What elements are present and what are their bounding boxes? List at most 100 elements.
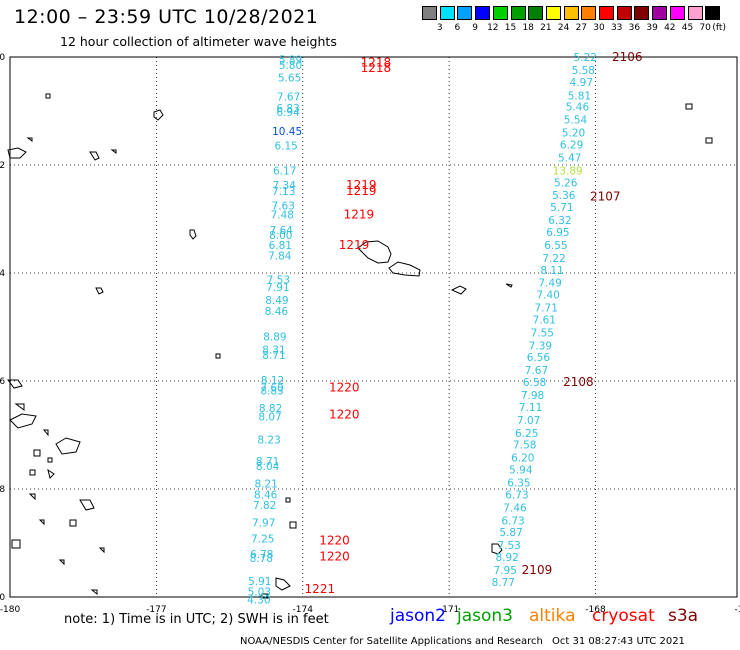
scale-label: 9 (472, 23, 478, 33)
wave-height-reading: 6.32 (548, 215, 571, 227)
wave-height-reading: 7.84 (268, 251, 292, 263)
wave-height-reading: 7.95 (494, 565, 517, 577)
timestamp-text: Oct 31 08:27:43 UTC 2021 (552, 636, 685, 647)
pass-time-label: 2109 (522, 563, 553, 577)
island-small-12 (215, 353, 221, 359)
lat-tick-label: -12 (0, 161, 5, 171)
wave-height-reading: 6.58 (523, 377, 546, 389)
pass-time-label: 1218 (361, 61, 392, 75)
wave-height-reading: 5.71 (550, 202, 573, 214)
wave-height-reading: 6.56 (527, 352, 551, 364)
satellite-altika: altika (529, 606, 576, 626)
scale-swatch (634, 6, 650, 20)
island-fiji-15 (58, 559, 65, 566)
wave-height-reading: 5.46 (566, 102, 590, 114)
island-fiji-10 (11, 539, 21, 549)
wave-height-reading: 8.07 (258, 412, 281, 424)
island-fiji-11 (38, 519, 45, 526)
island-fiji-6 (29, 469, 36, 476)
scale-swatch (652, 6, 668, 20)
wave-height-reading: 6.94 (276, 107, 300, 119)
island-fiji-13 (98, 547, 105, 554)
island-tonga-4 (261, 593, 269, 599)
wave-height-reading: 5.65 (278, 73, 301, 85)
satellite-cryosat: cryosat (592, 606, 655, 626)
footnote: note: 1) Time is in UTC; 2) SWH is in fe… (64, 612, 329, 627)
wave-height-reading: 5.58 (572, 65, 595, 77)
pass-time-label: 1220 (329, 380, 360, 394)
wave-height-reading: 7.67 (277, 91, 300, 103)
island-small-2 (189, 229, 197, 240)
pass-time-label: 1220 (329, 407, 360, 421)
island-fiji-5 (42, 429, 49, 437)
island-niue (491, 543, 503, 555)
wave-height-reading: 8.82 (259, 403, 282, 415)
wave-height-reading: 8.89 (263, 332, 286, 344)
wave-height-reading: 6.20 (511, 453, 534, 465)
island-small-1 (505, 283, 513, 288)
credit-text: NOAA/NESDIS Center for Satellite Applica… (240, 636, 543, 647)
island-fiji-12 (28, 493, 36, 501)
island-small-9 (26, 137, 33, 142)
wave-height-reading: 8.21 (254, 479, 277, 491)
scale-swatch (563, 6, 579, 20)
wave-height-reading: 7.25 (251, 534, 274, 546)
pass-time-label: 1219 (346, 184, 377, 198)
scale-label: 3 (436, 23, 443, 33)
wave-height-reading: 8.46 (254, 489, 278, 501)
scale-label: 21 (540, 23, 552, 33)
island-upolu (388, 261, 421, 277)
wave-height-reading: 6.35 (507, 478, 530, 490)
wave-height-reading: 7.40 (536, 290, 559, 302)
wave-height-reading: 8.11 (540, 265, 563, 277)
wave-height-reading: 7.58 (513, 440, 536, 452)
wave-height-reading: 7.67 (525, 365, 548, 377)
wave-height-reading: 7.91 (266, 282, 289, 294)
wave-height-reading: 7.53 (267, 274, 290, 286)
wave-height-reading: 6.78 (250, 549, 273, 561)
wave-height-reading: 6.73 (505, 489, 528, 501)
scale-label: 36 (628, 23, 641, 33)
lon-tick-label: -168 (585, 605, 606, 615)
wave-height-reading: 8.00 (269, 230, 292, 242)
wave-height-reading: 5.47 (558, 152, 581, 164)
wave-height-reading: 6.15 (274, 141, 297, 153)
scale-swatch (616, 6, 632, 20)
scale-swatch (492, 6, 508, 20)
wave-height-reading: 7.34 (273, 180, 297, 192)
pass-time-label: 1219 (339, 238, 370, 252)
wave-height-reading: 6.25 (515, 428, 538, 440)
wave-height-reading: 5.03 (248, 587, 271, 599)
island-tutuila (450, 285, 467, 295)
wave-height-reading: 7.07 (517, 415, 540, 427)
island-fiji-17 (47, 468, 55, 479)
map-frame (9, 56, 738, 598)
scale-swatch (439, 6, 455, 20)
lat-tick-label: -16 (0, 377, 5, 387)
pass-time-label: 1218 (361, 55, 392, 69)
wave-height-reading: 5.20 (562, 128, 585, 140)
lat-tick-label: -20 (0, 593, 5, 603)
wave-height-reading: 5.81 (568, 90, 591, 102)
wave-height-reading: 13.89 (553, 165, 583, 177)
scale-label: 42 (664, 23, 676, 33)
island-small-4 (95, 287, 104, 295)
wave-height-reading: 8.04 (256, 461, 280, 473)
scale-label: 24 (557, 23, 570, 33)
lon-tick-label: -174 (293, 605, 314, 615)
wave-height-reading: 5.94 (509, 465, 533, 477)
island-savaii (357, 240, 392, 264)
wave-height-reading: 7.60 (260, 382, 283, 394)
scale-unit: (ft) (712, 23, 726, 33)
scale-swatch (545, 6, 561, 20)
wave-height-reading: 7.13 (272, 186, 295, 198)
wave-height-reading: 6.95 (546, 227, 569, 239)
wave-height-reading: 7.97 (252, 517, 275, 529)
scale-swatch (705, 6, 721, 20)
scale-label: 18 (522, 23, 534, 33)
wave-height-reading: 7.61 (533, 314, 556, 326)
pass-time-label: 2106 (612, 50, 643, 64)
wave-height-reading: 8.77 (492, 577, 515, 589)
scale-label: 15 (504, 23, 517, 33)
scale-label: 12 (487, 23, 499, 33)
